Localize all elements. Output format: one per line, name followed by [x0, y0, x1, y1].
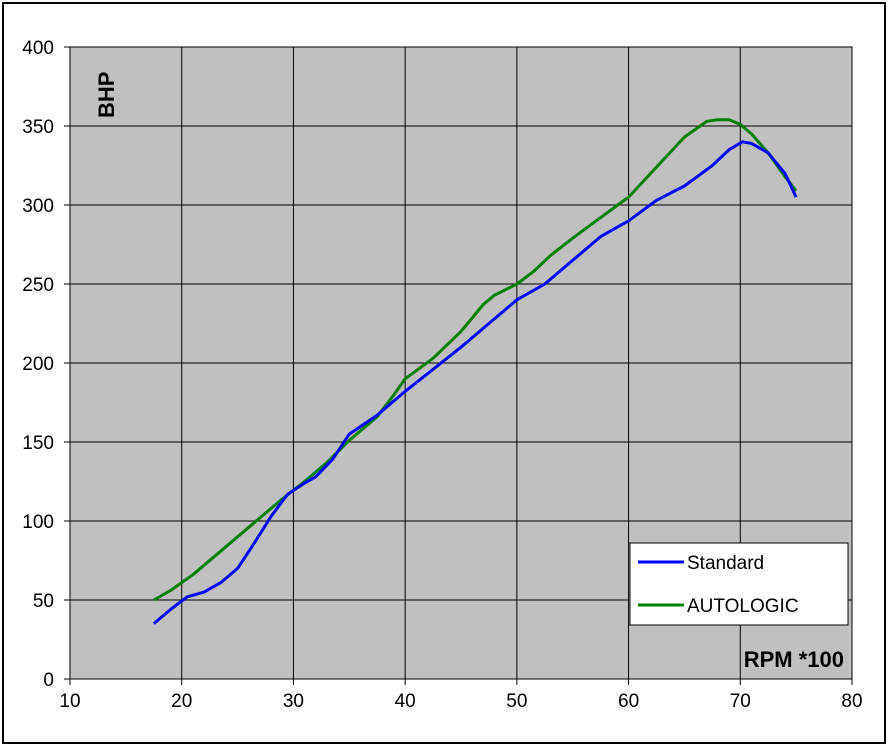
x-tick-label: 60: [618, 691, 639, 712]
axis-ticks: 10 20 30 40 50 60 70 80 0 50 100 150 200 250 300 350 400: [22, 38, 862, 712]
x-tick-label: 80: [841, 691, 862, 712]
y-tick-label: 50: [33, 591, 54, 612]
y-tick-label: 250: [22, 275, 54, 296]
legend-box: [629, 542, 849, 626]
y-tick-label: 400: [22, 38, 54, 59]
y-tick-label: 350: [22, 117, 54, 138]
legend: Standard AUTOLOGIC: [629, 542, 849, 626]
y-tick-label: 200: [22, 354, 54, 375]
x-tick-label: 20: [171, 691, 192, 712]
y-tick-label: 150: [22, 433, 54, 454]
legend-label-autologic: AUTOLOGIC: [687, 596, 799, 617]
y-tick-label: 0: [43, 670, 54, 691]
series-lines: [152, 118, 798, 625]
x-tick-label: 70: [730, 691, 751, 712]
y-tick-label: 100: [22, 512, 54, 533]
x-tick-label: 50: [506, 691, 527, 712]
gridlines: [70, 47, 852, 679]
x-axis-title: RPM *100: [744, 647, 844, 672]
legend-label-standard: Standard: [687, 553, 764, 574]
x-tick-label: 30: [283, 691, 304, 712]
y-axis-title: BHP: [94, 72, 119, 118]
x-tick-label: 40: [395, 691, 416, 712]
series-line-standard: [152, 140, 798, 625]
series-line-autologic: [153, 118, 798, 602]
x-tick-label: 10: [59, 691, 80, 712]
y-tick-label: 300: [22, 196, 54, 217]
